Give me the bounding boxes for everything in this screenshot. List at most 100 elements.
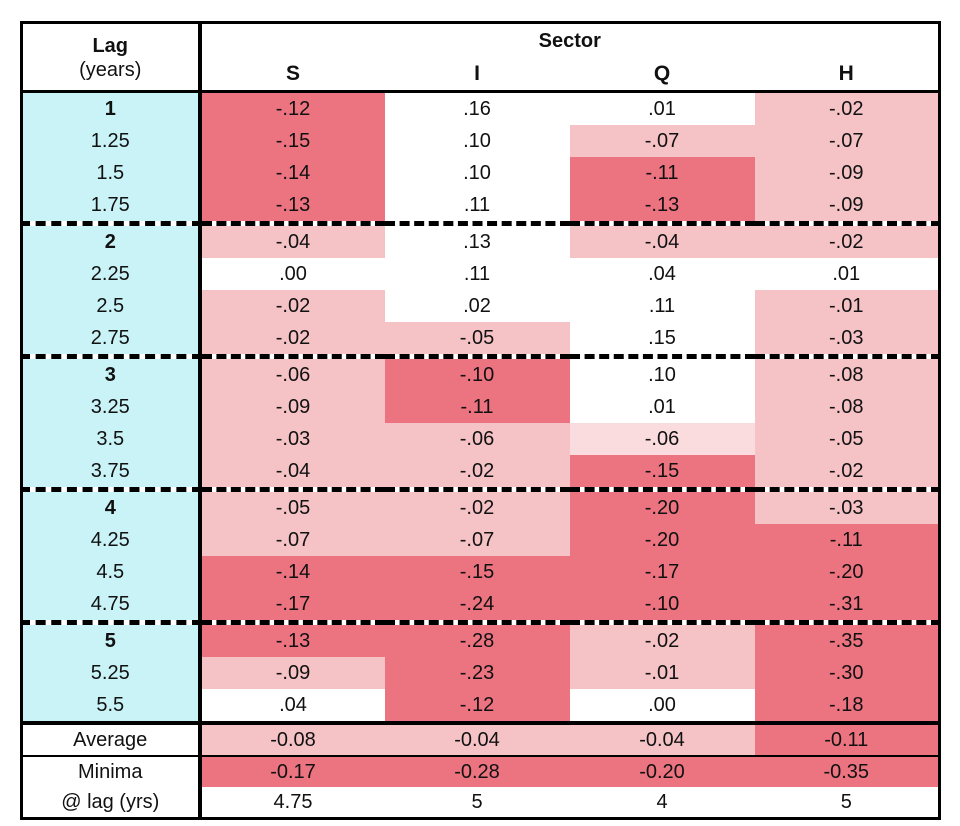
- summary-cell: -0.28: [384, 756, 570, 787]
- data-cell: .10: [569, 356, 755, 391]
- data-cell: -.07: [569, 125, 755, 157]
- summary-label: Minima: [21, 756, 202, 787]
- data-cell: -.04: [569, 223, 755, 258]
- data-cell: .01: [569, 91, 755, 125]
- data-cell: -.30: [754, 657, 940, 689]
- data-cell: -.31: [754, 588, 940, 625]
- data-cell: -.13: [199, 622, 385, 657]
- lag-value-cell: 1.75: [21, 189, 202, 226]
- data-cell: .11: [569, 290, 755, 322]
- data-cell: .13: [384, 223, 570, 258]
- data-cell: -.20: [569, 524, 755, 556]
- data-cell: -.15: [384, 556, 570, 588]
- summary-cell: 5: [384, 787, 570, 819]
- data-cell: -.13: [199, 189, 385, 226]
- summary-cell: -0.20: [569, 756, 755, 787]
- table-row: 2.5 -.02.02.11 -.01: [21, 290, 940, 322]
- data-cell: -.04: [199, 223, 385, 258]
- summary-row: @ lag (yrs) 4.75 5 4 5: [21, 787, 940, 819]
- lag-value-cell: 1.25: [21, 125, 202, 157]
- data-cell: -.17: [199, 588, 385, 625]
- data-cell: -.12: [384, 689, 570, 723]
- lag-value-cell: 2.25: [21, 258, 202, 290]
- table-row: 1.75 -.13.11 -.13 -.09: [21, 189, 940, 226]
- data-cell: -.03: [199, 423, 385, 455]
- data-cell: -.15: [569, 455, 755, 492]
- lag-value-cell: 4.25: [21, 524, 202, 556]
- summary-cell: -0.08: [199, 721, 385, 757]
- data-cell: -.13: [569, 189, 755, 226]
- table-header: Lag (years) Sector S I Q H: [21, 22, 940, 93]
- data-cell: -.02: [199, 322, 385, 359]
- table-row: 2.75 -.02 -.05.15 -.03: [21, 322, 940, 359]
- lag-value-cell: 5: [21, 622, 202, 657]
- data-cell: -.09: [754, 189, 940, 226]
- column-header-s: S: [199, 57, 385, 93]
- table-row: 4 -.05 -.02 -.20 -.03: [21, 489, 940, 524]
- data-cell: -.11: [569, 157, 755, 189]
- table-summary: Average -0.08 -0.04 -0.04 -0.11 Minima -0.17 -0…: [21, 721, 940, 819]
- data-cell: .15: [569, 322, 755, 359]
- data-cell: -.05: [199, 489, 385, 524]
- data-cell: -.23: [384, 657, 570, 689]
- data-cell: -.11: [384, 391, 570, 423]
- lag-value-cell: 3.75: [21, 455, 202, 492]
- table-body: 1 -.12.16.01 -.02 1.25 -.15.10 -.07 -.07 1.5 -.1…: [21, 91, 940, 723]
- summary-cell: 4: [569, 787, 755, 819]
- data-cell: .04: [569, 258, 755, 290]
- lag-value-cell: 3: [21, 356, 202, 391]
- summary-cell: 4.75: [199, 787, 385, 819]
- data-cell: -.09: [199, 391, 385, 423]
- summary-row: Minima -0.17 -0.28 -0.20 -0.35: [21, 756, 940, 787]
- lag-value-cell: 2.5: [21, 290, 202, 322]
- data-cell: -.02: [754, 91, 940, 125]
- data-cell: -.06: [199, 356, 385, 391]
- data-cell: -.03: [754, 322, 940, 359]
- lag-value-cell: 4.5: [21, 556, 202, 588]
- data-cell: -.02: [569, 622, 755, 657]
- data-cell: -.17: [569, 556, 755, 588]
- table-row: 5 -.13 -.28 -.02 -.35: [21, 622, 940, 657]
- table-row: 5.5.04 -.12.00 -.18: [21, 689, 940, 723]
- data-cell: -.02: [754, 455, 940, 492]
- data-cell: -.08: [754, 391, 940, 423]
- data-cell: -.28: [384, 622, 570, 657]
- data-cell: -.02: [384, 489, 570, 524]
- data-cell: -.07: [754, 125, 940, 157]
- summary-cell: -0.04: [384, 721, 570, 757]
- lag-value-cell: 5.5: [21, 689, 202, 723]
- table-row: 3.5 -.03 -.06 -.06 -.05: [21, 423, 940, 455]
- data-cell: -.06: [384, 423, 570, 455]
- lag-sector-correlation-table: Lag (years) Sector S I Q H 1 -.12.16.01 -.…: [20, 21, 941, 820]
- data-cell: -.14: [199, 556, 385, 588]
- summary-label: @ lag (yrs): [21, 787, 202, 819]
- lag-header-cell: Lag (years): [21, 22, 202, 93]
- data-cell: -.04: [199, 455, 385, 492]
- data-cell: -.20: [754, 556, 940, 588]
- data-cell: -.08: [754, 356, 940, 391]
- table-row: 1.5 -.14.10 -.11 -.09: [21, 157, 940, 189]
- data-cell: -.09: [199, 657, 385, 689]
- data-cell: -.07: [384, 524, 570, 556]
- data-cell: -.02: [754, 223, 940, 258]
- column-header-q: Q: [569, 57, 755, 93]
- data-cell: -.05: [384, 322, 570, 359]
- column-header-h: H: [754, 57, 940, 93]
- lag-value-cell: 1.5: [21, 157, 202, 189]
- data-cell: -.35: [754, 622, 940, 657]
- lag-value-cell: 4: [21, 489, 202, 524]
- data-cell: .11: [384, 258, 570, 290]
- lag-value-cell: 3.25: [21, 391, 202, 423]
- data-cell: -.02: [199, 290, 385, 322]
- lag-value-cell: 2: [21, 223, 202, 258]
- data-cell: -.09: [754, 157, 940, 189]
- table-row: 3 -.06 -.10.10 -.08: [21, 356, 940, 391]
- data-cell: .00: [569, 689, 755, 723]
- data-cell: .02: [384, 290, 570, 322]
- data-cell: -.03: [754, 489, 940, 524]
- lag-value-cell: 5.25: [21, 657, 202, 689]
- data-cell: .10: [384, 125, 570, 157]
- table-row: 5.25 -.09 -.23 -.01 -.30: [21, 657, 940, 689]
- column-header-i: I: [384, 57, 570, 93]
- data-cell: -.10: [384, 356, 570, 391]
